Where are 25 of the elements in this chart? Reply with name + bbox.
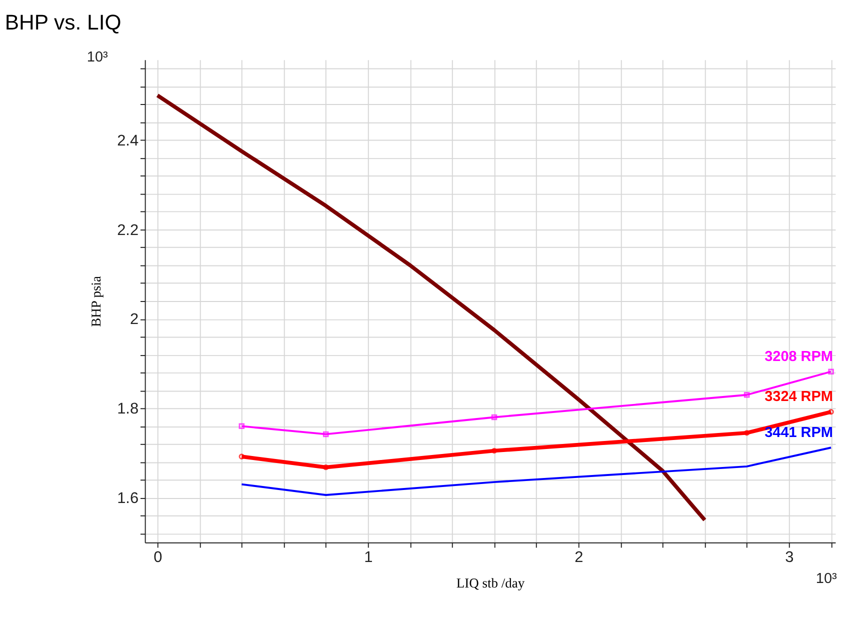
y-tick-label: 2.2 [117,222,139,239]
series-label: 3208 RPM [764,349,833,366]
line-series [156,93,707,522]
point [744,392,750,398]
y-axis-title: BHP psia [88,276,104,327]
point [491,414,498,420]
x-axis-title: LIQ stb /day [456,575,525,590]
chart-title: BHP vs. LIQ [4,10,122,35]
x-tick-label: 2 [574,549,584,566]
series-label: 3441 RPM [764,425,833,442]
series-label: 3324 RPM [764,389,833,406]
point [828,368,834,375]
x-tick-label: 3 [785,549,794,566]
y-tick-label: 2.4 [117,132,139,150]
x-tick-label: 0 [154,549,162,566]
line-series [240,446,832,496]
y-tick-label: 2 [130,311,139,328]
text: 10³ [86,50,108,66]
text: 10³ [816,570,838,587]
point [322,431,329,438]
point [238,423,245,430]
y-tick-label: 1.6 [117,490,139,508]
point [828,408,834,415]
y-tick-label: 1.8 [117,400,139,418]
x-tick-label: 1 [364,549,373,566]
